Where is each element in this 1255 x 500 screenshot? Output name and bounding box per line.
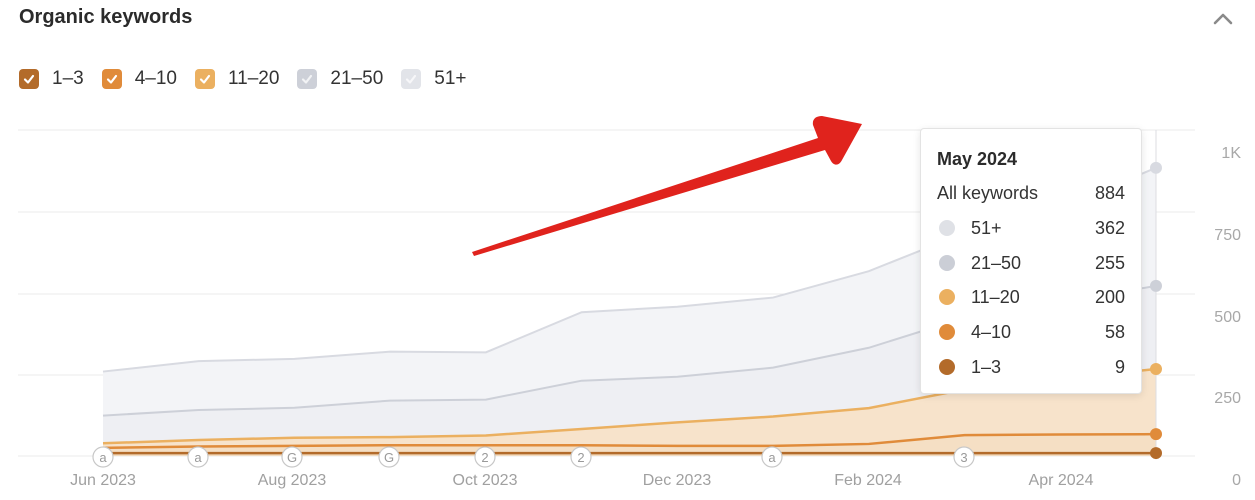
tooltip-title: May 2024 (937, 149, 1018, 169)
checkbox-51-plus[interactable] (401, 69, 422, 89)
hover-dots (1150, 161, 1162, 460)
event-markers: a a G G 2 2 a 3 (92, 446, 975, 468)
svg-text:3: 3 (960, 450, 967, 465)
legend: 1–3 4–10 11–20 21–50 51+ (19, 68, 485, 90)
legend-item-1-3[interactable]: 1–3 (19, 68, 84, 90)
tooltip-row-51-plus: 51+ 362 (937, 216, 1125, 240)
chart-tooltip: May 2024 All keywords 884 51+ 362 21–50 … (920, 128, 1142, 394)
y-axis-label: 750 (1214, 227, 1241, 244)
tooltip-value: 255 (1094, 252, 1125, 273)
tooltip-row-1-3: 1–3 9 (937, 355, 1125, 379)
tooltip-label: All keywords (937, 182, 1039, 203)
y-axis-label: 1K (1221, 145, 1241, 162)
event-marker[interactable]: a (761, 446, 783, 468)
checkbox-11-20[interactable] (194, 69, 215, 89)
dot-icon (939, 359, 955, 375)
legend-item-11-20[interactable]: 11–20 (194, 68, 280, 90)
x-axis-label: Feb 2024 (834, 472, 902, 489)
legend-label: 1–3 (52, 68, 84, 89)
x-axis-label: Aug 2023 (257, 472, 327, 489)
legend-label: 11–20 (227, 68, 280, 89)
legend-label: 51+ (434, 68, 467, 89)
x-axis-label: Apr 2024 (1028, 472, 1094, 489)
event-marker[interactable]: a (187, 446, 209, 468)
tooltip-label: 21–50 (971, 252, 1022, 273)
legend-item-51-plus[interactable]: 51+ (401, 68, 467, 90)
dot-icon (939, 289, 955, 305)
event-marker[interactable]: 2 (474, 446, 496, 468)
y-axis-label: 250 (1214, 390, 1241, 407)
check-icon (23, 74, 35, 84)
checkbox-1-3[interactable] (19, 69, 39, 89)
check-icon (406, 74, 417, 84)
checkbox-4-10[interactable] (101, 69, 122, 89)
tooltip-row-4-10: 4–10 58 (937, 320, 1125, 344)
tooltip-label: 1–3 (971, 356, 1002, 377)
svg-text:a: a (99, 450, 107, 465)
svg-text:2: 2 (577, 450, 584, 465)
x-axis-label: Dec 2023 (642, 472, 712, 489)
check-icon (302, 74, 313, 84)
legend-label: 21–50 (330, 68, 384, 89)
legend-item-4-10[interactable]: 4–10 (101, 68, 177, 90)
event-marker[interactable]: 3 (953, 446, 975, 468)
y-axis-label: 500 (1214, 309, 1241, 326)
y-axis-label: 0 (1232, 472, 1241, 489)
tooltip-label: 4–10 (971, 321, 1012, 342)
tooltip-value: 9 (1114, 356, 1125, 377)
svg-text:G: G (287, 450, 297, 465)
section-title: Organic keywords (19, 6, 193, 28)
tooltip-value: 884 (1094, 182, 1125, 203)
svg-text:2: 2 (481, 450, 488, 465)
tooltip-row-11-20: 11–20 200 (937, 285, 1125, 309)
event-marker[interactable]: G (378, 446, 400, 468)
event-marker[interactable]: a (92, 446, 114, 468)
tooltip-row-21-50: 21–50 255 (937, 251, 1125, 275)
red-arrow-icon (472, 116, 862, 256)
check-icon (199, 74, 211, 84)
tooltip-label: 51+ (971, 217, 1002, 238)
tooltip-value: 58 (1104, 321, 1125, 342)
legend-label: 4–10 (134, 68, 177, 89)
dot-icon (939, 255, 955, 271)
x-axis-label: Oct 2023 (452, 472, 518, 489)
dot-icon (939, 220, 955, 236)
legend-item-21-50[interactable]: 21–50 (297, 68, 383, 90)
svg-text:G: G (384, 450, 394, 465)
svg-text:a: a (768, 450, 776, 465)
chevron-up-icon (1213, 13, 1233, 25)
checkbox-21-50[interactable] (297, 69, 318, 89)
tooltip-value: 362 (1094, 217, 1125, 238)
svg-text:a: a (194, 450, 202, 465)
collapse-button[interactable] (1210, 8, 1236, 30)
tooltip-label: 11–20 (971, 286, 1020, 307)
event-marker[interactable]: G (281, 446, 303, 468)
check-icon (106, 74, 117, 84)
event-marker[interactable]: 2 (570, 446, 592, 468)
dot-icon (939, 324, 955, 340)
tooltip-value: 200 (1094, 286, 1125, 307)
x-axis-label: Jun 2023 (70, 472, 136, 489)
tooltip-total-row: All keywords 884 (937, 181, 1125, 205)
